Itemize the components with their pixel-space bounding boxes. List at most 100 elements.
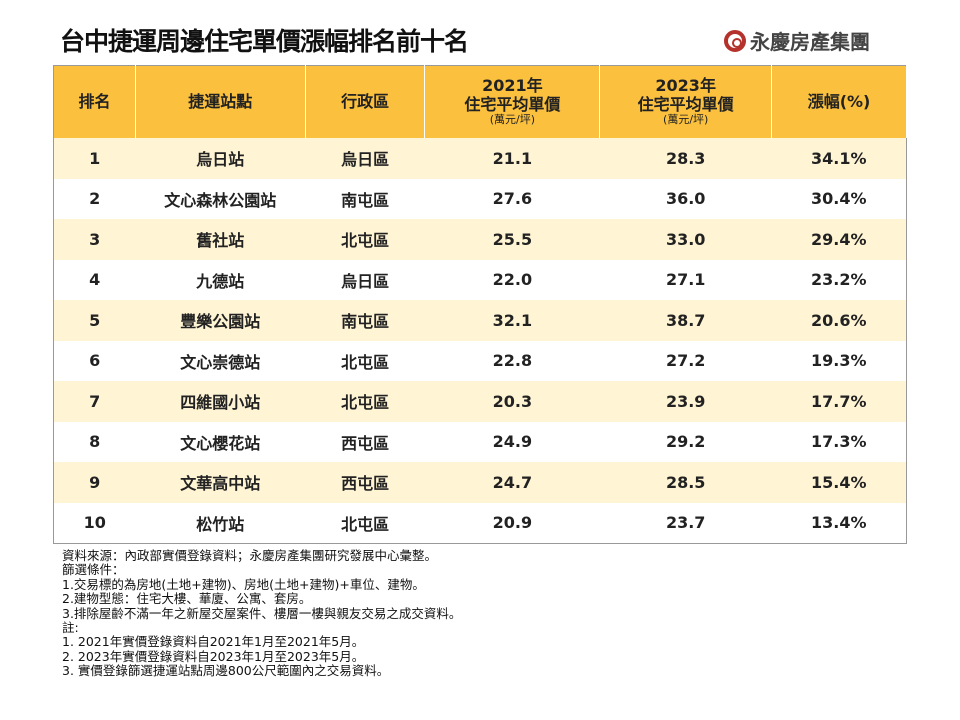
cell-growth: 30.4% [811,189,867,209]
cell-price-2023: 28.5 [599,462,772,503]
table-row: 7 四維國小站 北屯區 20.3 23.9 17.7% [53,381,907,422]
cell-district: 西屯區 [305,462,425,503]
header-line2: 住宅平均單價 [637,94,734,114]
header-price-2021: 2021年 住宅平均單價 (萬元/坪) [424,65,601,138]
note-line: 2. 2023年實價登錄資料自2023年1月至2023年5月。 [62,648,365,664]
cell-district: 北屯區 [305,219,425,260]
cell-price-2021: 32.1 [424,300,600,341]
cell-price-2021: 25.5 [424,219,600,260]
cell-district: 烏日區 [305,138,425,179]
cell-price-2021: 22.8 [492,351,533,371]
cell-growth: 17.7% [771,381,907,422]
table-row: 10 松竹站 北屯區 20.9 23.7 13.4% [54,503,907,544]
cell-rank: 10 [83,513,106,533]
cell-district: 南屯區 [341,190,390,210]
cell-price-2023: 33.0 [599,219,772,260]
header-line1: 漲幅(%) [807,91,871,111]
note-line: 篩選條件： [62,562,125,578]
ranking-table: 排名 捷運站點 行政區 2021年 住宅平均單價 (萬元/坪) 2023年 住宅平均單價 (萬元… [53,65,907,544]
header-station: 捷運站點 [135,65,306,138]
note-line: 資料來源：內政部實價登錄資料；永慶房產集團研究發展中心彙整。 [62,548,438,563]
cell-growth: 29.4% [771,219,907,260]
cell-district: 北屯區 [305,381,425,422]
cell-rank: 7 [53,381,136,422]
cell-station: 文心櫻花站 [180,433,261,453]
cell-price-2023: 23.7 [665,513,706,533]
cell-price-2021: 22.0 [492,270,533,290]
note-line: 1. 2021年實價登錄資料自2021年1月至2021年5月。 [62,634,365,650]
header-line2: 住宅平均單價 [464,94,561,114]
header-line1: 2023年 [655,76,716,96]
cell-rank: 2 [89,189,101,209]
cell-growth: 17.3% [811,432,867,452]
cell-price-2023: 27.1 [665,270,706,290]
cell-price-2021: 20.9 [492,513,533,533]
cell-station: 文心崇德站 [180,352,261,372]
logo-icon [724,29,746,52]
cell-growth: 20.6% [771,300,907,341]
note-line: 3. 實價登錄篩選捷運站點周邊800公尺範圍內之交易資料。 [62,663,390,679]
cell-price-2023: 29.2 [665,432,706,452]
header-line1: 捷運站點 [188,91,253,111]
cell-district: 北屯區 [341,352,390,372]
header-line1: 排名 [78,91,111,111]
cell-station: 文華高中站 [135,462,306,503]
table-row: 8 文心櫻花站 西屯區 24.9 29.2 17.3% [54,422,907,463]
cell-station: 四維國小站 [135,381,306,422]
header-district: 行政區 [305,65,426,138]
cell-station: 豐樂公園站 [135,300,306,341]
page-title: 台中捷運周邊住宅單價漲幅排名前十名 [60,27,469,56]
table-row: 6 文心崇德站 北屯區 22.8 27.2 19.3% [54,341,907,382]
cell-price-2021: 21.1 [424,138,600,179]
header-line1: 行政區 [341,91,390,111]
header-price-2023: 2023年 住宅平均單價 (萬元/坪) [599,65,773,138]
cell-district: 北屯區 [341,514,390,534]
cell-price-2023: 38.7 [599,300,772,341]
cell-district: 烏日區 [341,271,390,291]
cell-growth: 15.4% [771,462,907,503]
note-line: 2.建物型態：住宅大樓、華廈、公寓、套房。 [62,591,312,607]
header-rank: 排名 [53,65,136,138]
cell-rank: 1 [53,138,136,179]
cell-price-2021: 27.6 [492,189,533,209]
table-row: 5 豐樂公園站 南屯區 32.1 38.7 20.6% [53,300,907,341]
notes: 資料來源：內政部實價登錄資料；永慶房產集團研究發展中心彙整。 篩選條件： 1.交易標… [62,548,462,679]
cell-station: 烏日站 [135,138,306,179]
cell-price-2023: 36.0 [665,189,706,209]
note-line: 註: [62,620,79,636]
cell-price-2021: 24.7 [424,462,600,503]
header-line1: 2021年 [482,76,543,96]
cell-district: 南屯區 [305,300,425,341]
table-row: 4 九德站 烏日區 22.0 27.1 23.2% [54,260,907,301]
cell-price-2023: 27.2 [665,351,706,371]
note-line: 3.排除屋齡不滿一年之新屋交屋案件、樓層一樓與親友交易之成交資料。 [62,605,462,621]
cell-station: 舊社站 [135,219,306,260]
table-row: 3 舊社站 北屯區 25.5 33.0 29.4% [53,219,907,260]
cell-rank: 5 [53,300,136,341]
cell-rank: 4 [89,270,101,290]
logo-text: 永慶房產集團 [750,30,870,54]
note-line: 1.交易標的為房地(土地+建物)、房地(土地+建物)+車位、建物。 [62,576,425,592]
cell-growth: 23.2% [811,270,867,290]
cell-rank: 9 [53,462,136,503]
cell-growth: 13.4% [811,513,867,533]
cell-station: 九德站 [196,271,245,291]
header-unit: (萬元/坪) [663,113,709,127]
brand-logo: 永慶房產集團 [724,26,870,55]
cell-price-2023: 23.9 [599,381,772,422]
cell-growth: 19.3% [811,351,867,371]
cell-station: 松竹站 [196,514,245,534]
table-row: 1 烏日站 烏日區 21.1 28.3 34.1% [53,138,907,179]
cell-rank: 6 [89,351,101,371]
cell-price-2021: 24.9 [492,432,533,452]
cell-rank: 3 [53,219,136,260]
cell-district: 西屯區 [341,433,390,453]
header-growth: 漲幅(%) [771,65,907,138]
cell-price-2023: 28.3 [599,138,772,179]
cell-rank: 8 [89,432,101,452]
header-unit: (萬元/坪) [489,113,536,127]
cell-price-2021: 20.3 [424,381,600,422]
table-row: 9 文華高中站 西屯區 24.7 28.5 15.4% [53,462,907,503]
cell-growth: 34.1% [771,138,907,179]
cell-station: 文心森林公園站 [164,190,277,210]
